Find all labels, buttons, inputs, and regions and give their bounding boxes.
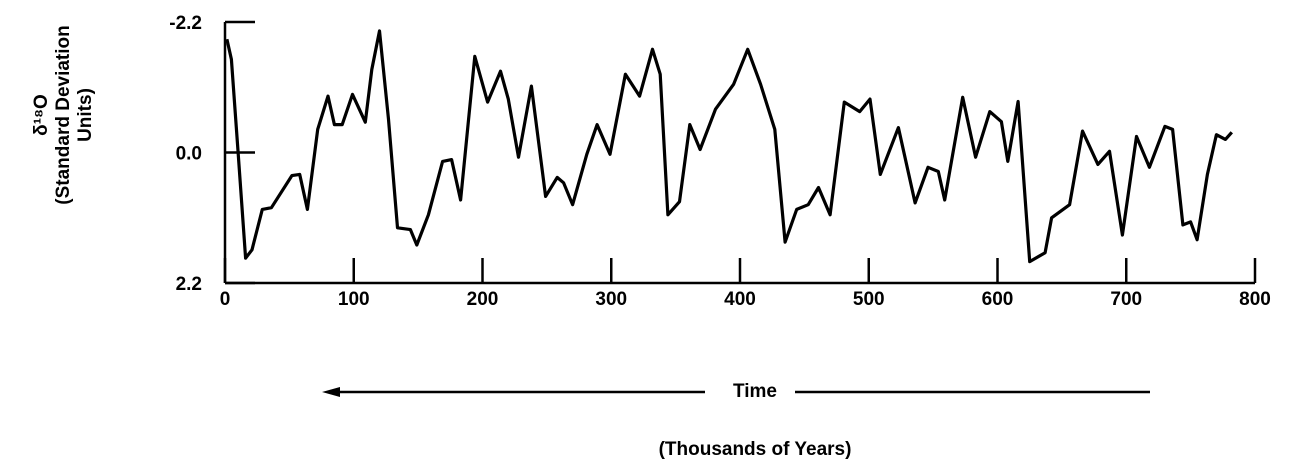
y-axis-label: Units): [75, 88, 96, 142]
x-tick-label: 700: [1110, 289, 1142, 310]
y-axis-label: δ¹⁸O: [31, 94, 52, 136]
y-tick-label: -2.2: [169, 13, 202, 34]
x-tick-label: 400: [724, 289, 756, 310]
arrow-head: [322, 387, 340, 397]
y-tick-label: 2.2: [176, 274, 202, 295]
data-line: [225, 29, 1233, 264]
x-tick-label: 0: [220, 289, 231, 310]
x-tick-label: 300: [595, 289, 627, 310]
x-tick-label: 800: [1239, 289, 1271, 310]
x-axis-units: (Thousands of Years): [659, 439, 852, 460]
x-tick-label: 200: [467, 289, 499, 310]
x-tick-label: 600: [982, 289, 1014, 310]
y-axis-label: (Standard Deviation: [53, 25, 74, 204]
x-tick-label: 100: [338, 289, 370, 310]
x-axis-label: Time: [733, 381, 777, 402]
x-tick-label: 500: [853, 289, 885, 310]
y-tick-label: 0.0: [176, 144, 202, 165]
